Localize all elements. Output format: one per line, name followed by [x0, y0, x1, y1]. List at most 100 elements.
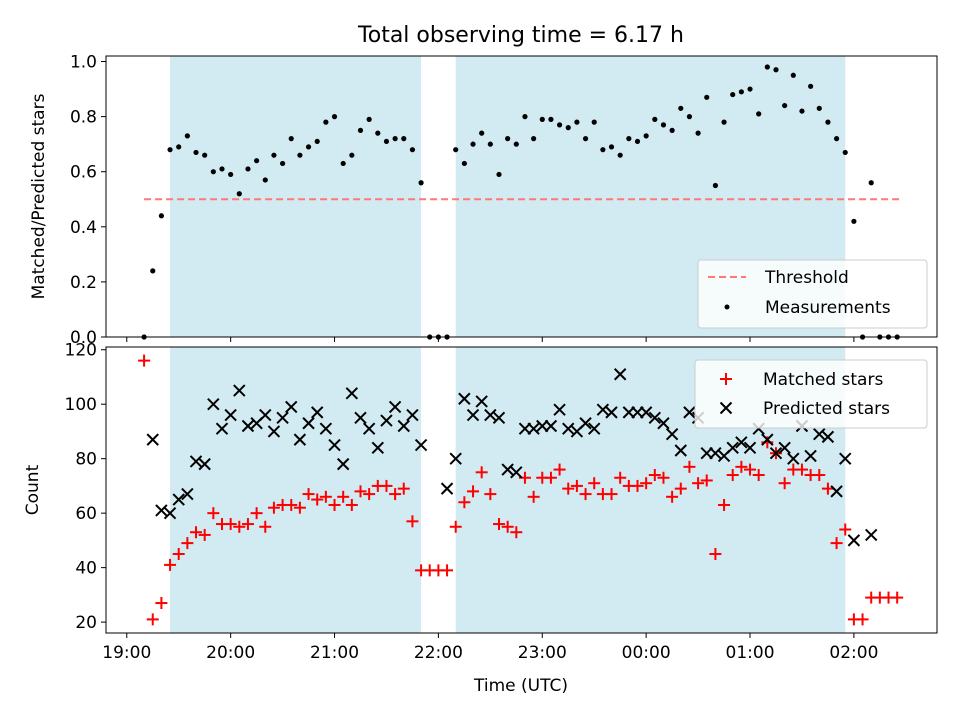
- measurements-point: [556, 122, 563, 128]
- predicted-stars-point: [544, 419, 558, 433]
- predicted-stars-point: [276, 411, 289, 425]
- measurements-point: [331, 114, 338, 120]
- x-tick-label: 22:00: [414, 643, 463, 663]
- predicted-stars-point: [674, 444, 687, 457]
- measurements-point: [721, 119, 727, 125]
- measurements-point: [747, 86, 753, 92]
- measurements-point: [375, 130, 381, 136]
- matched-stars-point: [406, 515, 419, 528]
- predicted-stars-point: [414, 438, 428, 452]
- x-tick-label: 02:00: [829, 643, 878, 663]
- matched-stars-point: [510, 526, 523, 539]
- predicted-stars-point: [657, 417, 670, 430]
- matched-stars-point: [363, 488, 376, 501]
- matched-stars-point: [839, 523, 852, 536]
- measurements-point: [184, 133, 190, 139]
- predicted-stars-point: [605, 406, 618, 419]
- measurements-point: [816, 105, 822, 111]
- predicted-stars-point: [293, 433, 307, 446]
- measurements-point: [167, 147, 173, 153]
- predicted-stars-point: [406, 408, 419, 422]
- predicted-stars-point: [778, 441, 791, 454]
- predicted-stars-point: [388, 400, 402, 414]
- matched-stars-point: [752, 469, 765, 482]
- matched-stars-point: [484, 488, 497, 501]
- measurements-point: [349, 152, 355, 158]
- top-y-tick-label: 0.8: [70, 108, 97, 128]
- measurements-point: [479, 130, 485, 136]
- matched-stars-point: [146, 613, 159, 626]
- predicted-stars-point: [743, 441, 757, 454]
- measurements-point: [531, 136, 537, 142]
- predicted-stars-point: [155, 504, 168, 517]
- matched-stars-point: [250, 507, 263, 520]
- measurements-point: [409, 147, 416, 153]
- matched-stars-point: [198, 528, 211, 541]
- predicted-stars-point: [362, 422, 376, 435]
- top-y-tick-label: 0.6: [70, 163, 97, 183]
- measurements-point: [297, 152, 303, 158]
- matched-stars-point: [138, 354, 151, 367]
- predicted-stars-point: [440, 482, 454, 495]
- matched-stars-point: [267, 501, 280, 514]
- measurements-legend-label: Measurements: [765, 298, 891, 318]
- predicted-stars-legend-label: Predicted stars: [763, 399, 890, 419]
- top-y-tick-label: 0.2: [70, 273, 97, 293]
- predicted-stars-point: [492, 411, 506, 425]
- predicted-stars-point: [821, 430, 835, 444]
- matched-stars-point: [813, 469, 826, 482]
- measurements-point: [461, 160, 467, 167]
- measurements-point: [279, 160, 286, 167]
- measurements-point: [366, 116, 372, 122]
- measurements-point: [176, 144, 182, 150]
- matched-stars-point: [553, 463, 566, 476]
- predicted-stars-point: [328, 438, 341, 452]
- measurements-point: [608, 144, 615, 150]
- matched-stars-point: [795, 463, 808, 476]
- measurements-point: [738, 89, 744, 95]
- x-tick-label: 21:00: [310, 643, 359, 663]
- measurements-point: [617, 152, 623, 158]
- measurements-point: [487, 141, 493, 147]
- measurements-point: [695, 130, 701, 136]
- matched-stars-point: [666, 490, 679, 503]
- predicted-stars-point: [302, 417, 315, 430]
- bottom-y-tick-label: 40: [75, 559, 97, 579]
- measurements-point: [392, 136, 398, 142]
- measurements-point: [314, 138, 320, 145]
- predicted-stars-point: [639, 406, 653, 419]
- matched-stars-point: [570, 479, 583, 492]
- measurements-point: [539, 116, 545, 122]
- predicted-stars-point: [562, 422, 575, 435]
- top-shaded-interval-1: [170, 56, 422, 337]
- predicted-stars-point: [267, 425, 281, 438]
- predicted-stars-point: [847, 534, 861, 547]
- matched-stars-point: [527, 490, 540, 503]
- predicted-stars-point: [865, 528, 878, 542]
- predicted-stars-point: [648, 411, 662, 425]
- predicted-stars-point: [813, 427, 826, 441]
- matched-stars-point: [190, 526, 203, 539]
- measurements-point: [210, 169, 216, 175]
- predicted-stars-point: [449, 452, 462, 465]
- measurements-point: [678, 105, 684, 111]
- bottom-y-tick-label: 80: [75, 450, 97, 470]
- measurements-point: [262, 177, 268, 183]
- top-x-ticks: [126, 337, 855, 342]
- measurements-point: [712, 182, 719, 189]
- matched-stars-point: [380, 479, 393, 492]
- matched-stars-point: [778, 477, 791, 490]
- measurements-point: [548, 116, 554, 122]
- measurements-point: [842, 149, 848, 156]
- predicted-stars-point: [189, 455, 203, 468]
- top-panel: 0.0 0.2 0.4 0.6 0.8 1.0 Matched/Predicted sta…: [29, 53, 938, 348]
- measurements-point: [669, 127, 675, 133]
- matched-stars-point: [492, 518, 505, 531]
- matched-stars-point: [293, 501, 306, 514]
- measurements-point: [271, 152, 277, 158]
- bottom-y-tick-label: 100: [65, 395, 97, 415]
- bottom-y-axis-label: Count: [23, 464, 43, 515]
- predicted-stars-point: [804, 449, 817, 463]
- matched-stars-point: [544, 471, 557, 484]
- measurements-point: [851, 218, 857, 224]
